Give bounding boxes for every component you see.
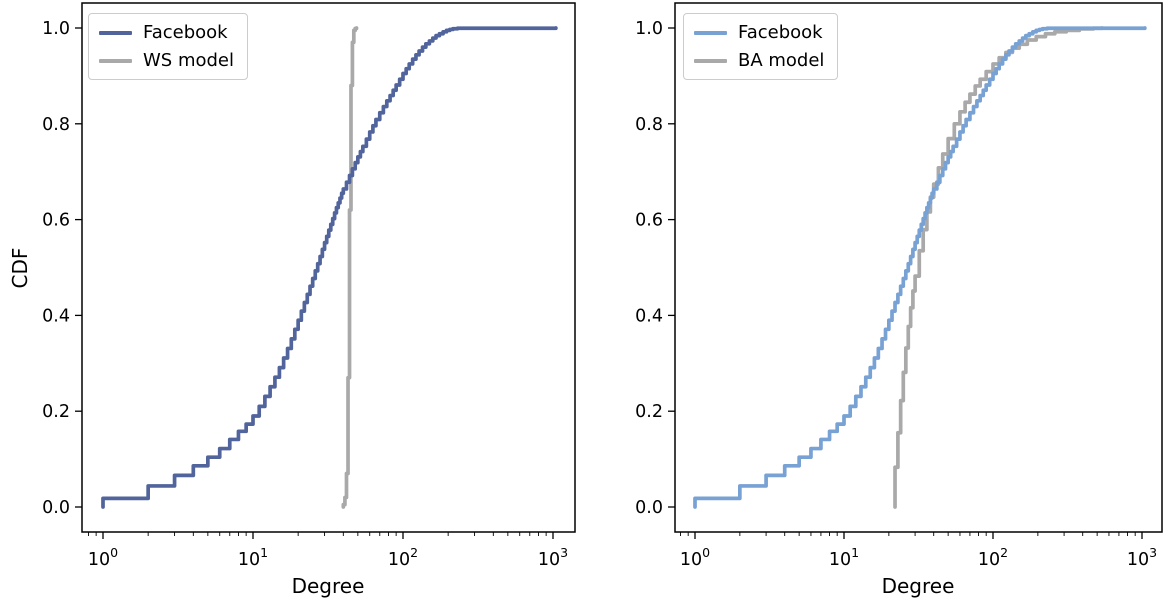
x-tick-label: 100 bbox=[88, 545, 118, 570]
series-lines bbox=[693, 26, 1147, 509]
axes-spines bbox=[81, 2, 576, 533]
y-tick-label: 0.4 bbox=[635, 306, 663, 326]
x-tick-label: 103 bbox=[538, 545, 568, 570]
panel-left: 100 101 102 103 0.0 0.2 0.4 0.6 0.8 1.0 bbox=[42, 2, 576, 570]
series-line-ws-model bbox=[341, 26, 359, 509]
legend-item-ba-model: BA model bbox=[694, 50, 824, 71]
x-tick-label: 102 bbox=[388, 545, 418, 570]
y-tick-label: 1.0 bbox=[42, 19, 70, 39]
x-tick-label: 101 bbox=[238, 545, 268, 570]
x-tick-label: 100 bbox=[680, 545, 710, 570]
legend-label-ba-model: BA model bbox=[738, 50, 825, 71]
y-tick-label: 0.2 bbox=[635, 402, 663, 422]
series-line-facebook bbox=[693, 26, 1147, 509]
x-axis-label-degree-left: Degree bbox=[291, 574, 365, 598]
series-line-ba-model bbox=[893, 26, 1104, 509]
panel-right: 100 101 102 103 0.0 0.2 0.4 0.6 0.8 1.0 bbox=[635, 2, 1163, 570]
ba-model-line-swatch bbox=[694, 58, 727, 63]
y-tick-label: 0.8 bbox=[635, 115, 663, 135]
x-axis-label-degree-right: Degree bbox=[881, 574, 955, 598]
legend-item-facebook: Facebook bbox=[99, 22, 234, 43]
y-axis-ticks: 0.0 0.2 0.4 0.6 0.8 1.0 bbox=[42, 19, 82, 518]
y-tick-label: 0.2 bbox=[42, 402, 70, 422]
x-axis-ticks: 100 101 102 103 bbox=[680, 532, 1157, 570]
y-tick-label: 0.6 bbox=[635, 211, 663, 231]
legend-item-ws-model: WS model bbox=[99, 50, 234, 71]
y-axis-label-cdf: CDF bbox=[8, 247, 32, 289]
y-tick-label: 0.8 bbox=[42, 115, 70, 135]
legend-label-facebook: Facebook bbox=[738, 22, 823, 43]
y-tick-label: 0.6 bbox=[42, 211, 70, 231]
axes-spines bbox=[674, 2, 1163, 533]
x-tick-label: 102 bbox=[978, 545, 1008, 570]
y-tick-label: 0.0 bbox=[635, 498, 663, 518]
y-axis-ticks: 0.0 0.2 0.4 0.6 0.8 1.0 bbox=[635, 19, 675, 518]
x-tick-label: 103 bbox=[1127, 545, 1157, 570]
x-axis-ticks: 100 101 102 103 bbox=[88, 532, 568, 570]
y-tick-label: 1.0 bbox=[635, 19, 663, 39]
legend-left: Facebook WS model bbox=[88, 13, 248, 80]
y-tick-label: 0.0 bbox=[42, 498, 70, 518]
facebook-line-swatch bbox=[99, 30, 132, 35]
legend-label-facebook: Facebook bbox=[143, 22, 228, 43]
ws-model-line-swatch bbox=[99, 58, 132, 63]
legend-right: Facebook BA model bbox=[683, 13, 839, 80]
legend-item-facebook: Facebook bbox=[694, 22, 824, 43]
y-tick-label: 0.4 bbox=[42, 306, 70, 326]
x-tick-label: 101 bbox=[829, 545, 859, 570]
series-line-facebook bbox=[101, 26, 558, 509]
facebook-line-swatch bbox=[694, 30, 727, 35]
legend-label-ws-model: WS model bbox=[143, 50, 234, 71]
series-lines bbox=[101, 26, 558, 509]
